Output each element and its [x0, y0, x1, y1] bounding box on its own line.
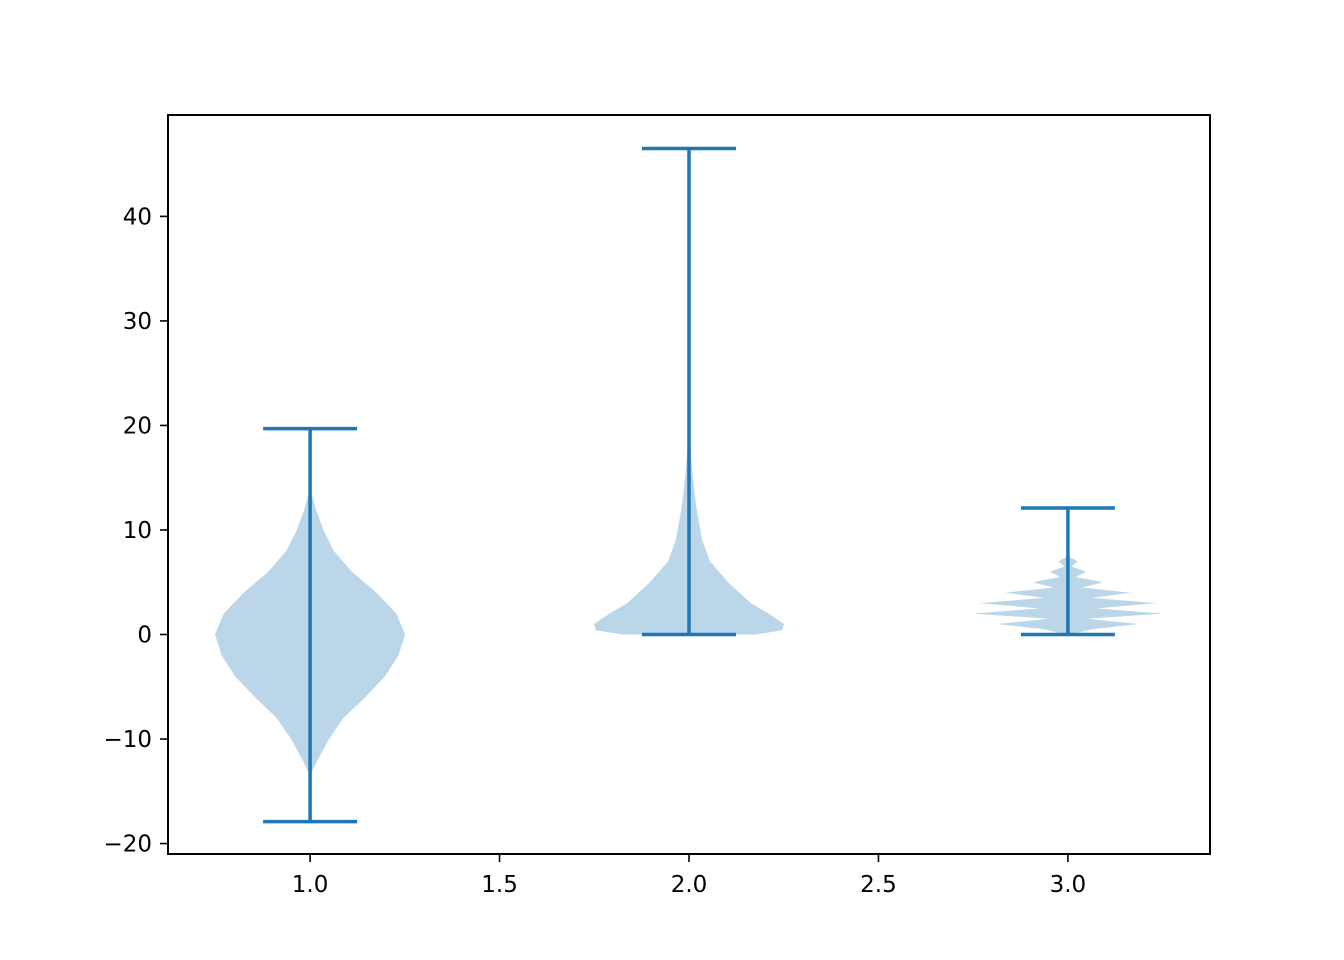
x-tick-label: 1.5	[481, 872, 518, 898]
y-tick-label: 10	[123, 518, 152, 544]
y-axis: −20 −10 0 10 20 30 40	[103, 204, 168, 858]
x-tick-label: 2.0	[671, 872, 708, 898]
y-tick-label: −20	[103, 832, 152, 858]
y-tick-label: −10	[103, 727, 152, 753]
violin-stat-lines	[263, 146, 1115, 824]
y-tick-label: 40	[123, 204, 152, 230]
y-tick-label: 0	[137, 622, 152, 648]
x-tick-label: 1.0	[292, 872, 329, 898]
x-tick-label: 2.5	[860, 872, 897, 898]
y-tick-label: 20	[123, 413, 152, 439]
x-tick-label: 3.0	[1050, 872, 1087, 898]
y-tick-label: 30	[123, 309, 152, 335]
x-axis: 1.0 1.5 2.0 2.5 3.0	[292, 854, 1086, 898]
